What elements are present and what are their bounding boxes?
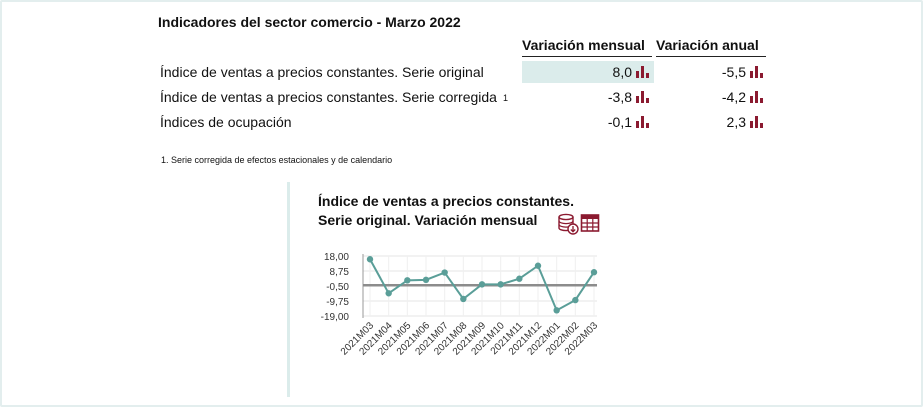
bar-chart-icon[interactable] — [636, 116, 650, 128]
data-point[interactable] — [516, 275, 523, 282]
footnote: 1. Serie corregida de efectos estacional… — [161, 155, 393, 165]
footnote-marker: 1 — [502, 93, 508, 103]
data-point[interactable] — [590, 269, 598, 276]
monthly-value-cell[interactable]: -0,1 — [522, 111, 654, 133]
annual-value-cell[interactable]: -5,5 — [656, 61, 768, 83]
y-tick-label: -19,00 — [321, 312, 350, 323]
row-label[interactable]: Índices de ocupación — [160, 114, 292, 130]
row-label[interactable]: Índice de ventas a precios constantes. S… — [160, 64, 484, 80]
annual-value: 2,3 — [726, 114, 746, 130]
data-point[interactable] — [404, 277, 411, 284]
page-title: Indicadores del sector comercio - Marzo … — [158, 14, 461, 30]
table-grid-icon[interactable] — [580, 213, 600, 233]
y-tick-label: 18,00 — [324, 252, 349, 263]
y-tick-label: 8,75 — [330, 267, 350, 278]
annual-value-cell[interactable]: 2,3 — [656, 111, 768, 133]
chart-title-line1: Índice de ventas a precios constantes. — [318, 193, 574, 209]
chart-panel: Índice de ventas a precios constantes. S… — [287, 182, 620, 397]
data-point[interactable] — [497, 281, 504, 288]
bar-chart-icon[interactable] — [750, 116, 764, 128]
y-tick-label: -9,75 — [326, 297, 349, 308]
table-row: Índices de ocupación -0,1 2,3 — [160, 111, 780, 133]
bar-chart-icon[interactable] — [636, 66, 650, 78]
monthly-value: -0,1 — [607, 114, 632, 130]
chart-title-line2: Serie original. Variación mensual — [318, 212, 538, 228]
data-point[interactable] — [460, 295, 467, 303]
monthly-value-cell[interactable]: 8,0 — [522, 61, 654, 83]
column-header-annual: Variación anual — [656, 37, 766, 57]
database-download-icon[interactable] — [557, 213, 579, 235]
bar-chart-icon[interactable] — [636, 91, 650, 103]
data-point[interactable] — [534, 262, 542, 269]
chart-title: Índice de ventas a precios constantes. S… — [318, 192, 574, 230]
table-row: Índice de ventas a precios constantes. S… — [160, 86, 780, 108]
monthly-value-cell[interactable]: -3,8 — [522, 86, 654, 108]
column-header-monthly: Variación mensual — [522, 37, 652, 57]
annual-value-cell[interactable]: -4,2 — [656, 86, 768, 108]
data-point[interactable] — [422, 276, 430, 284]
monthly-value: 8,0 — [612, 64, 632, 80]
annual-value: -5,5 — [721, 64, 746, 80]
y-tick-label: -0,50 — [326, 282, 349, 293]
data-point[interactable] — [385, 290, 392, 297]
data-point[interactable] — [572, 296, 579, 304]
annual-value: -4,2 — [721, 89, 746, 105]
bar-chart-icon[interactable] — [750, 91, 764, 103]
monthly-value: -3,8 — [607, 89, 632, 105]
line-chart: 18,008,75-0,50-9,75-19,00 2021M032021M04… — [321, 252, 601, 358]
data-point[interactable] — [553, 307, 560, 314]
bar-chart-icon[interactable] — [750, 66, 764, 78]
row-label[interactable]: Índice de ventas a precios constantes. S… — [160, 89, 508, 105]
table-row: Índice de ventas a precios constantes. S… — [160, 61, 780, 83]
data-point[interactable] — [478, 281, 486, 288]
data-point[interactable] — [366, 256, 374, 263]
data-point[interactable] — [441, 269, 448, 276]
